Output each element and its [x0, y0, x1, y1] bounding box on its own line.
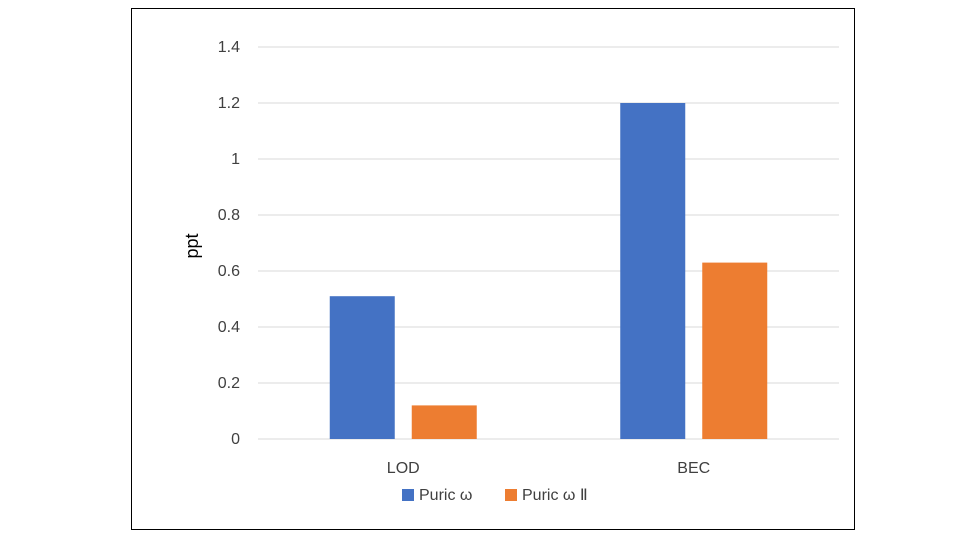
legend-label: Puric ω Ⅱ [522, 487, 588, 504]
y-tick-label: 0.2 [218, 375, 240, 392]
bar-bec-series-2 [702, 262, 768, 439]
x-axis-ticks: LOD BEC [387, 460, 710, 477]
bar-bec-series-1 [620, 103, 686, 439]
y-tick-label: 1.2 [218, 95, 240, 112]
legend-label: Puric ω [419, 487, 472, 504]
x-tick-label: BEC [677, 460, 710, 477]
y-tick-label: 1.4 [218, 39, 240, 56]
bars [329, 103, 768, 439]
legend-swatch [402, 489, 414, 501]
y-tick-label: 0.8 [218, 207, 240, 224]
legend: Puric ω Puric ω Ⅱ [402, 487, 588, 504]
y-axis-ticks: 0 0.2 0.4 0.6 0.8 1 1.2 1.4 [218, 39, 240, 448]
x-tick-label: LOD [387, 460, 420, 477]
y-axis-label: ppt [182, 233, 202, 258]
bar-lod-series-1 [329, 296, 395, 439]
y-tick-label: 1 [231, 151, 240, 168]
bar-lod-series-2 [411, 405, 477, 439]
y-tick-label: 0 [231, 431, 240, 448]
y-tick-label: 0.6 [218, 263, 240, 280]
legend-swatch [505, 489, 517, 501]
y-tick-label: 0.4 [218, 319, 240, 336]
